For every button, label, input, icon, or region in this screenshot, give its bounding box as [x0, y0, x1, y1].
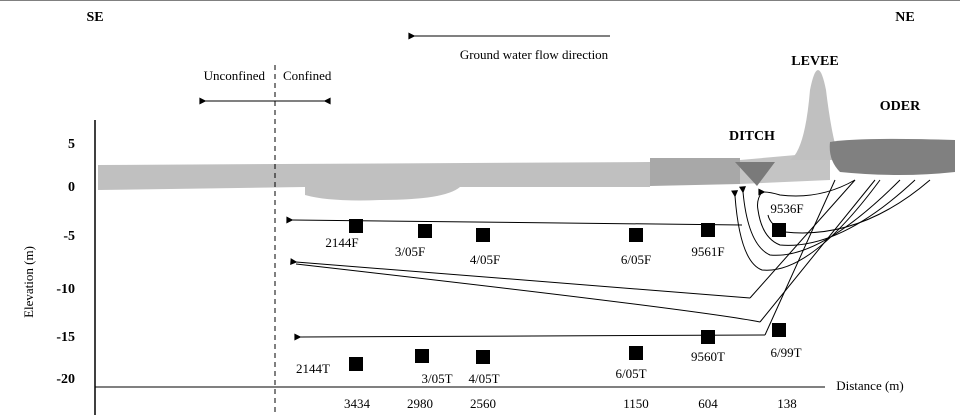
y-tick-label: -20	[56, 372, 75, 387]
well-label: 4/05F	[470, 252, 500, 267]
feature-label: DITCH	[729, 129, 775, 144]
flow-line	[758, 179, 856, 197]
well-marker	[418, 224, 432, 238]
flow-label: Ground water flow direction	[460, 47, 609, 62]
x-axis-label: Distance (m)	[836, 378, 904, 393]
well-markers	[349, 219, 786, 371]
flow-line	[764, 179, 836, 336]
well-marker	[772, 323, 786, 337]
flow-line	[731, 179, 881, 271]
ditch-shape	[735, 162, 775, 186]
x-tick-label: 2560	[470, 396, 496, 411]
feature-label: LEVEE	[791, 54, 838, 69]
well-marker	[476, 350, 490, 364]
flow-line	[767, 179, 931, 234]
x-tick-label: 604	[698, 396, 718, 411]
direction-right: NE	[895, 10, 914, 25]
well-label: 2144T	[296, 361, 330, 376]
well-marker	[701, 223, 715, 237]
well-marker	[349, 357, 363, 371]
flow-line	[286, 216, 743, 226]
well-marker	[629, 228, 643, 242]
y-tick-label: -10	[56, 282, 75, 297]
well-marker	[629, 346, 643, 360]
zone-label: Confined	[283, 68, 332, 83]
y-tick-label: 0	[68, 180, 75, 195]
oder-shape	[829, 138, 955, 175]
y-tick-label: -15	[56, 330, 75, 345]
well-marker	[349, 219, 363, 233]
direction-left: SE	[86, 10, 103, 25]
well-labels: 2144F 3/05F 4/05F 6/05F 9561F 9536F 2144T 3/05T…	[296, 201, 804, 386]
well-marker	[415, 349, 429, 363]
well-label: 9561F	[691, 244, 724, 259]
x-tick-label: 1150	[623, 396, 649, 411]
x-tick-label: 138	[777, 396, 797, 411]
flow-line	[759, 179, 876, 323]
ground	[98, 162, 650, 201]
feature-label: ODER	[880, 99, 921, 114]
well-label: 3/05F	[395, 244, 425, 259]
flow-line	[294, 333, 766, 341]
x-ticks: 3434 2980 2560 1150 604 138	[344, 396, 797, 411]
well-label: 9560T	[691, 349, 725, 364]
well-label: 4/05T	[468, 371, 499, 386]
x-tick-label: 2980	[407, 396, 433, 411]
y-tick-label: -5	[63, 229, 75, 244]
x-tick-label: 3434	[344, 396, 371, 411]
y-axis-label: Elevation (m)	[21, 246, 36, 318]
well-marker	[476, 228, 490, 242]
flow-line	[290, 258, 751, 299]
y-ticks: 5 0 -5 -10 -15 -20	[56, 137, 75, 387]
well-marker	[701, 330, 715, 344]
well-label: 6/05F	[621, 252, 651, 267]
zone-label: Unconfined	[204, 68, 266, 83]
well-label: 6/99T	[770, 345, 801, 360]
well-marker	[772, 223, 786, 237]
flow-line	[295, 263, 761, 323]
levee-shape	[790, 70, 840, 160]
y-tick-label: 5	[68, 137, 75, 152]
flow-line	[738, 179, 901, 256]
well-label: 2144F	[325, 235, 358, 250]
well-label: 6/05T	[615, 366, 646, 381]
well-label: 9536F	[770, 201, 803, 216]
well-label: 3/05T	[421, 371, 452, 386]
ground-dark	[650, 158, 740, 186]
flow-line	[749, 179, 856, 299]
